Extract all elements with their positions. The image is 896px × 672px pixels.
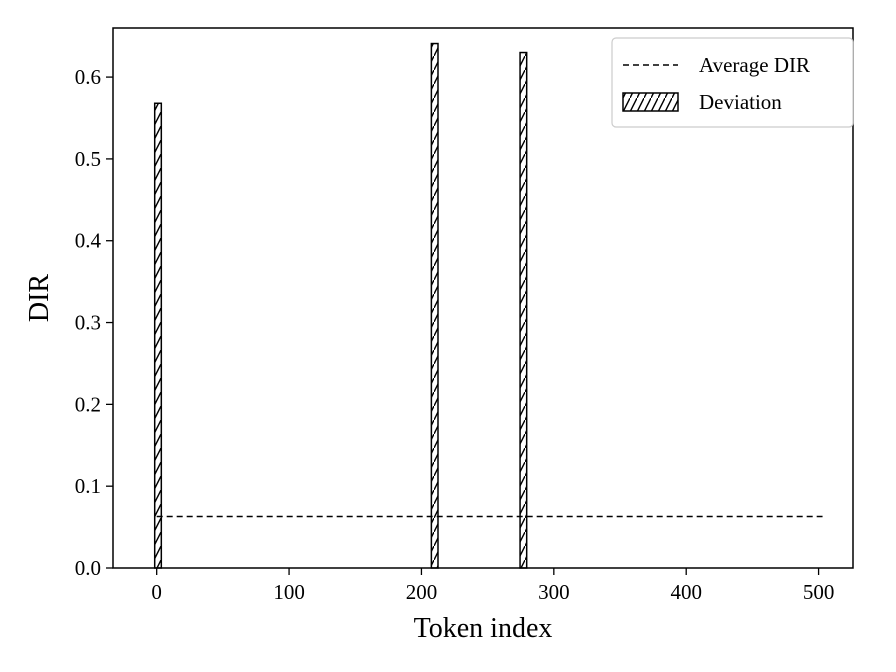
y-axis-label: DIR bbox=[24, 274, 55, 323]
x-tick-label: 300 bbox=[538, 580, 570, 604]
deviation-bars bbox=[153, 42, 528, 569]
plot-frame bbox=[112, 27, 854, 569]
deviation-bar bbox=[153, 102, 163, 569]
x-axis-label: Token index bbox=[414, 613, 553, 644]
deviation-bar bbox=[519, 51, 528, 569]
x-tick-label: 500 bbox=[803, 580, 835, 604]
y-tick-label: 0.1 bbox=[75, 474, 101, 498]
legend-hatched-swatch bbox=[622, 92, 679, 112]
x-tick-label: 400 bbox=[670, 580, 702, 604]
deviation-bar bbox=[430, 42, 439, 569]
y-tick-label: 0.6 bbox=[75, 65, 101, 89]
y-tick-label: 0.0 bbox=[75, 556, 101, 580]
y-tick-label: 0.2 bbox=[75, 392, 101, 416]
x-axis-ticks: 0 100 200 300 400 500 bbox=[151, 568, 834, 604]
y-axis-ticks: 0.0 0.1 0.2 0.3 0.4 0.5 0.6 bbox=[75, 65, 113, 580]
legend: Average DIR Deviation bbox=[611, 37, 854, 128]
legend-label-average-dir: Average DIR bbox=[699, 53, 810, 77]
y-tick-label: 0.5 bbox=[75, 147, 101, 171]
y-tick-label: 0.4 bbox=[75, 229, 102, 253]
y-tick-label: 0.3 bbox=[75, 311, 101, 335]
legend-label-deviation: Deviation bbox=[699, 90, 782, 114]
x-tick-label: 100 bbox=[273, 580, 305, 604]
x-tick-label: 200 bbox=[406, 580, 438, 604]
x-tick-label: 0 bbox=[151, 580, 162, 604]
